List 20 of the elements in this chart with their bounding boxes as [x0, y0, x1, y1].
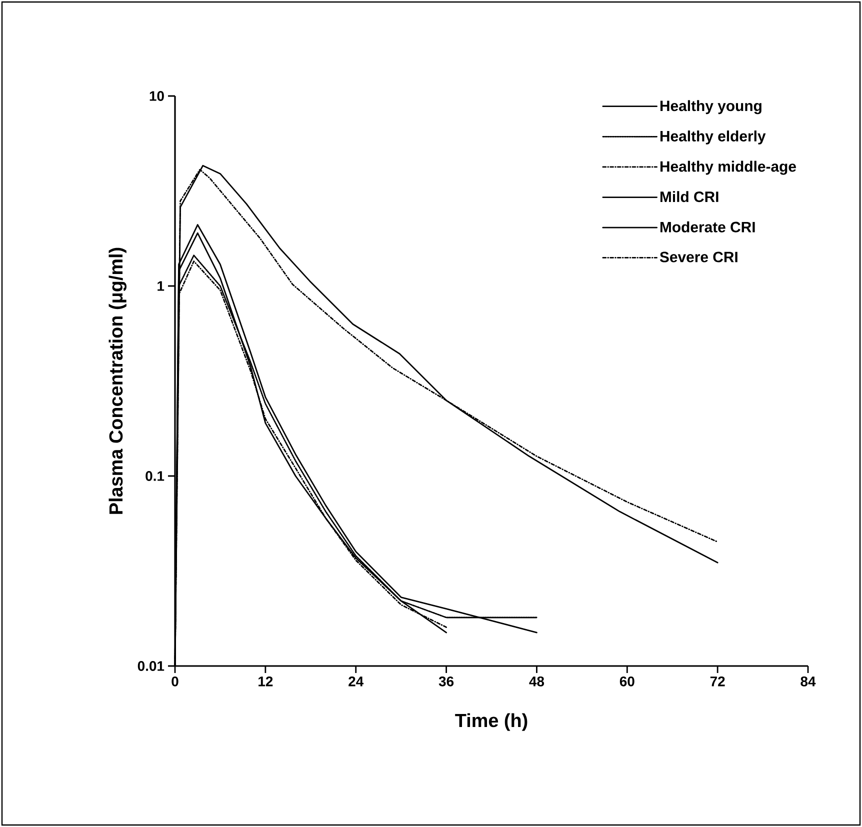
- x-tick-label: 12: [258, 676, 273, 686]
- y-tick-label: 1: [158, 281, 164, 291]
- y-tick-label: 10: [150, 91, 164, 101]
- legend-label: Moderate CRI: [660, 221, 755, 232]
- x-tick-label: 72: [710, 676, 725, 686]
- x-tick-label: 0: [172, 676, 178, 686]
- legend-label: Healthy elderly: [660, 130, 766, 144]
- x-tick-label: 48: [529, 676, 544, 686]
- x-tick-label: 60: [620, 676, 634, 686]
- x-tick-label: 24: [348, 676, 364, 686]
- x-tick-label: 84: [800, 676, 816, 686]
- y-tick-label: 0.1: [146, 471, 164, 481]
- x-axis-title: Time (h): [455, 713, 528, 731]
- legend-label: Severe CRI: [660, 252, 738, 262]
- y-tick-label: 0.01: [138, 661, 164, 671]
- legend-label: Mild CRI: [660, 191, 718, 202]
- y-axis-title: Plasma Concentration (μg/ml): [108, 248, 126, 514]
- legend-label: Healthy young: [660, 100, 762, 114]
- x-tick-label: 36: [438, 676, 454, 686]
- legend-label: Healthy middle-age: [660, 160, 796, 175]
